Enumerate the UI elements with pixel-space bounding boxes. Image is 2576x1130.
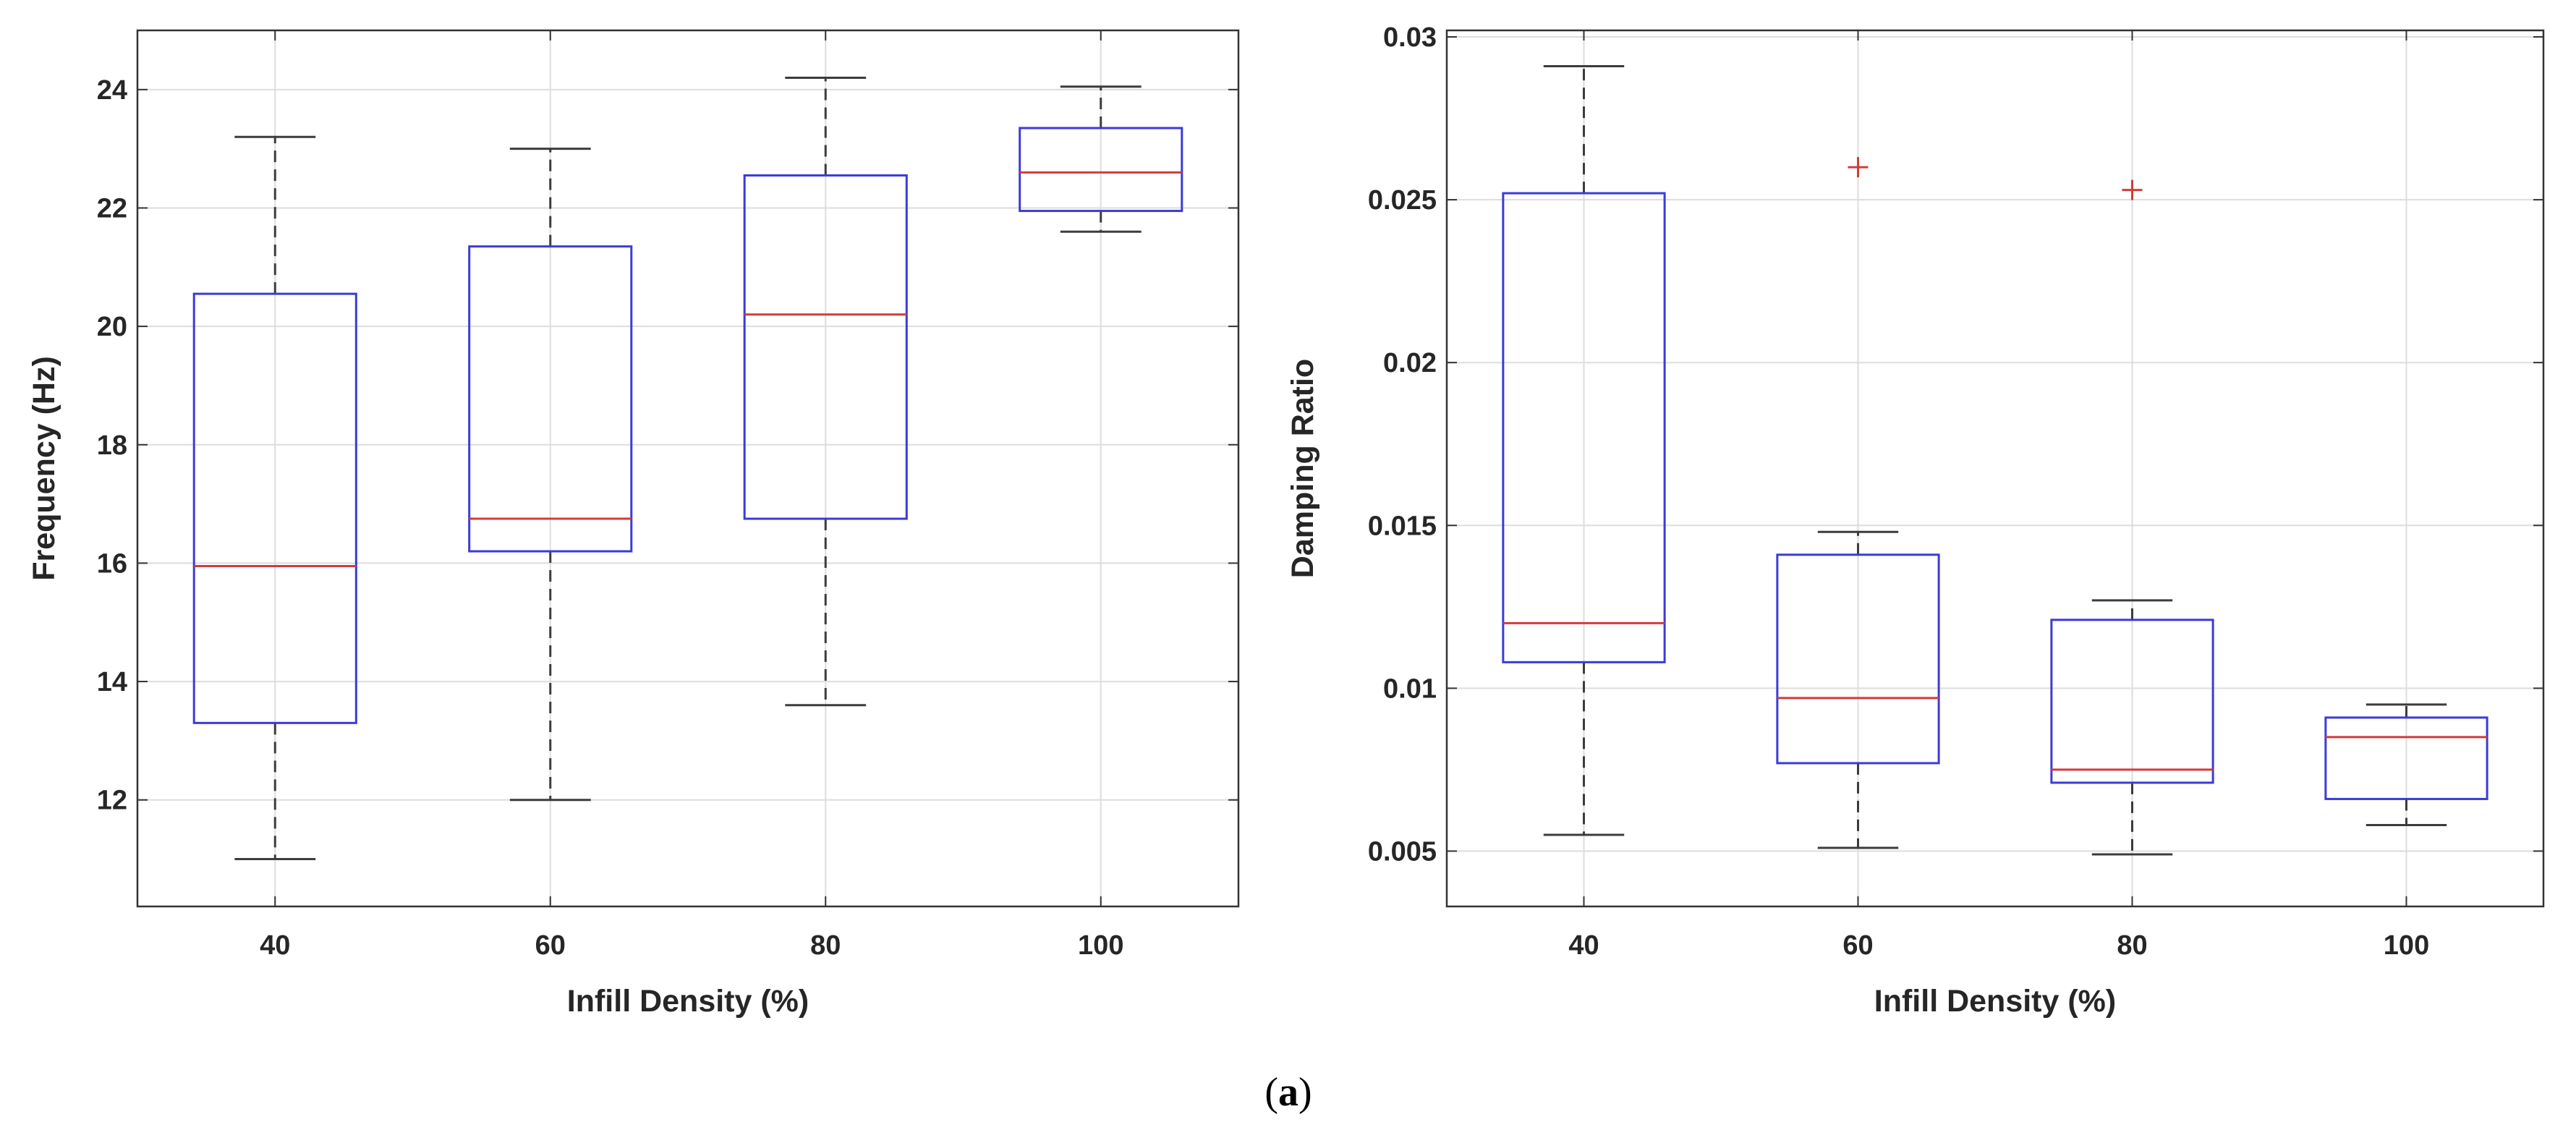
y-tick-label: 16	[97, 548, 127, 579]
x-axis-label: Infill Density (%)	[567, 984, 809, 1019]
y-axis-label: Damping Ratio	[1285, 359, 1320, 578]
iqr-box	[743, 174, 908, 520]
box-100	[2324, 703, 2488, 826]
y-tick-label: 20	[97, 312, 127, 342]
y-tick-label: 0.005	[1368, 836, 1437, 867]
y-tick-label: 12	[97, 786, 127, 816]
y-tick-label: 24	[97, 75, 127, 106]
frequency-box-plot: 12 14 16 18 20 22 24 40 60 80 100 Infill Density (%…	[27, 29, 1240, 1019]
y-tick-label: 0.02	[1383, 348, 1437, 378]
iqr-box	[192, 292, 357, 724]
iqr-box	[2324, 716, 2488, 800]
x-tick-label: 100	[2384, 930, 2429, 961]
outlier-marker	[2122, 179, 2143, 200]
y-tick-label: 22	[97, 193, 127, 224]
iqr-box	[1776, 553, 1940, 765]
box-100	[1019, 85, 1183, 233]
box-60	[1776, 157, 1940, 849]
x-tick-label: 60	[535, 930, 566, 961]
axes-frame	[136, 29, 1240, 908]
plot-area	[1447, 30, 2543, 906]
box-80	[743, 76, 908, 707]
y-axis-label: Frequency (Hz)	[27, 356, 61, 581]
iqr-box	[1502, 192, 1666, 663]
plot-area	[137, 30, 1238, 906]
x-tick-label: 100	[1078, 930, 1123, 961]
damping-ratio-box-plot: 0.005 0.01 0.015 0.02 0.025 0.03 40 60 80 100 Infi…	[1285, 22, 2545, 1019]
axes-frame	[1445, 29, 2545, 908]
figure-caption: (a)	[1264, 1070, 1312, 1115]
x-tick-label: 40	[1568, 930, 1599, 961]
x-axis-label: Infill Density (%)	[1874, 984, 2116, 1019]
box-60	[468, 148, 633, 802]
iqr-box	[468, 245, 633, 553]
box-80	[2050, 179, 2214, 856]
y-tick-label: 0.025	[1368, 185, 1437, 216]
x-tick-label: 80	[2117, 930, 2147, 961]
outlier-marker	[1848, 157, 1869, 178]
box-40	[192, 135, 357, 861]
iqr-box	[2050, 619, 2214, 784]
x-tick-label: 60	[1842, 930, 1873, 961]
y-tick-label: 0.015	[1368, 511, 1437, 541]
y-tick-label: 18	[97, 430, 127, 461]
x-tick-label: 80	[810, 930, 841, 961]
y-tick-label: 14	[97, 667, 127, 697]
y-tick-label: 0.03	[1383, 22, 1437, 53]
x-tick-label: 40	[260, 930, 290, 961]
iqr-box	[1019, 127, 1183, 213]
y-tick-label: 0.01	[1383, 674, 1437, 704]
box-40	[1502, 65, 1666, 836]
